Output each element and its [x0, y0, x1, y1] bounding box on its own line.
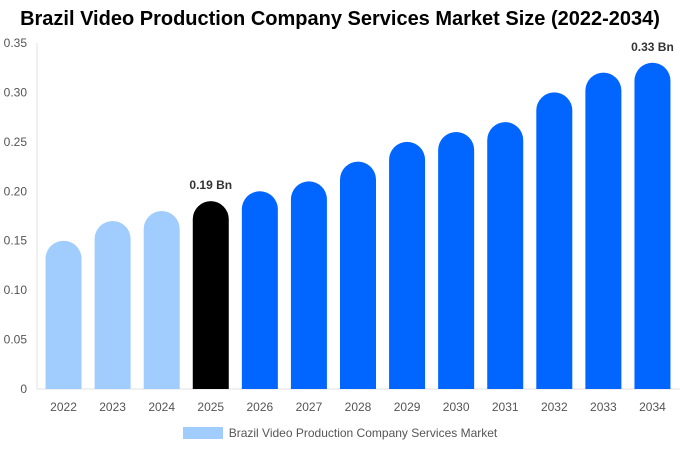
bar: [536, 92, 573, 389]
bar: [340, 161, 376, 389]
bar: [585, 72, 622, 390]
y-tick-label: 0.15: [4, 234, 28, 248]
bar: [634, 62, 671, 390]
y-tick-label: 0.10: [4, 283, 28, 297]
chart-title: Brazil Video Production Company Services…: [20, 8, 660, 30]
bar: [94, 220, 131, 389]
y-tick-label: 0.20: [4, 184, 28, 198]
x-tick-label: 2022: [50, 400, 77, 414]
x-tick-label: 2034: [639, 400, 666, 414]
x-tick-label: 2023: [99, 400, 126, 414]
legend: Brazil Video Production Company Services…: [0, 426, 680, 440]
bar: [389, 141, 426, 389]
y-tick-label: 0.35: [4, 36, 28, 50]
bar: [143, 211, 180, 389]
y-tick-label: 0.25: [4, 135, 28, 149]
bar: [192, 201, 229, 389]
x-tick-label: 2030: [443, 400, 470, 414]
x-tick-label: 2028: [345, 400, 372, 414]
y-tick-label: 0: [20, 382, 27, 396]
bar: [487, 122, 524, 390]
bar: [438, 131, 475, 389]
bar: [45, 240, 82, 389]
legend-swatch: [182, 427, 223, 439]
x-tick-label: 2031: [492, 400, 519, 414]
x-tick-label: 2024: [148, 400, 175, 414]
x-tick-label: 2029: [394, 400, 421, 414]
data-label: 0.33 Bn: [631, 40, 674, 54]
x-tick-label: 2026: [246, 400, 273, 414]
x-tick-label: 2027: [296, 400, 323, 414]
data-label: 0.19 Bn: [189, 178, 232, 192]
bar: [290, 181, 327, 389]
x-tick-label: 2025: [197, 400, 224, 414]
x-tick-label: 2032: [541, 400, 568, 414]
y-tick-label: 0.05: [4, 333, 28, 347]
legend-label: Brazil Video Production Company Services…: [228, 426, 498, 440]
y-tick-label: 0.30: [4, 85, 28, 99]
x-tick-label: 2033: [590, 400, 617, 414]
bar: [241, 191, 278, 389]
